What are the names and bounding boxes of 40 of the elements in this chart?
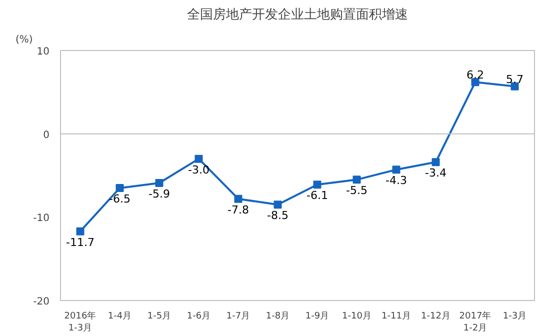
- x-tick-label: 1-7月: [226, 312, 250, 322]
- x-tick-label: 2017年 1-2月: [459, 310, 492, 334]
- text: -7.8: [228, 203, 249, 216]
- y-tick-label: 10: [36, 46, 50, 58]
- point: [313, 180, 322, 189]
- x-tick-label: 1-11月: [382, 312, 411, 322]
- x-tick-label: 1-5月: [147, 312, 172, 322]
- point: [76, 227, 84, 236]
- text: 5.7: [506, 72, 524, 86]
- x-tick-label: 1-4月: [108, 312, 132, 322]
- point: [432, 158, 440, 166]
- text: -5.5: [346, 184, 368, 198]
- text: -8.5: [267, 209, 288, 222]
- y-tick-label: -10: [33, 213, 50, 224]
- y-axis-title: (%): [16, 34, 33, 46]
- point: [194, 154, 203, 163]
- point: [155, 179, 164, 187]
- point: [274, 200, 282, 209]
- text: -3.0: [188, 163, 210, 176]
- point: [116, 184, 124, 192]
- text: -3.4: [425, 166, 446, 180]
- x-tick-label: 1-3月: [502, 312, 527, 322]
- text: -4.3: [386, 174, 407, 188]
- point: [352, 176, 361, 184]
- x-tick-label: 1-9月: [305, 312, 330, 322]
- y-tick-label: -20: [33, 296, 50, 308]
- x-tick-label: 1-12月: [421, 312, 450, 322]
- point: [392, 166, 400, 174]
- text: -6.1: [306, 189, 328, 202]
- x-tick-label: 1-10月: [342, 312, 372, 322]
- x-tick-label: 2016年 1-3月: [64, 310, 96, 334]
- text: -11.7: [66, 236, 94, 249]
- x-tick-label: 1-6月: [186, 312, 211, 322]
- text: -5.9: [148, 188, 170, 200]
- y-tick-label: 0: [43, 130, 50, 141]
- text: -6.5: [109, 192, 130, 206]
- x-tick-label: 1-8月: [266, 312, 290, 322]
- point: [234, 194, 242, 203]
- chart-title: 全国房地产开发企业土地购置面积增速: [187, 6, 408, 22]
- text: 6.2: [466, 68, 484, 82]
